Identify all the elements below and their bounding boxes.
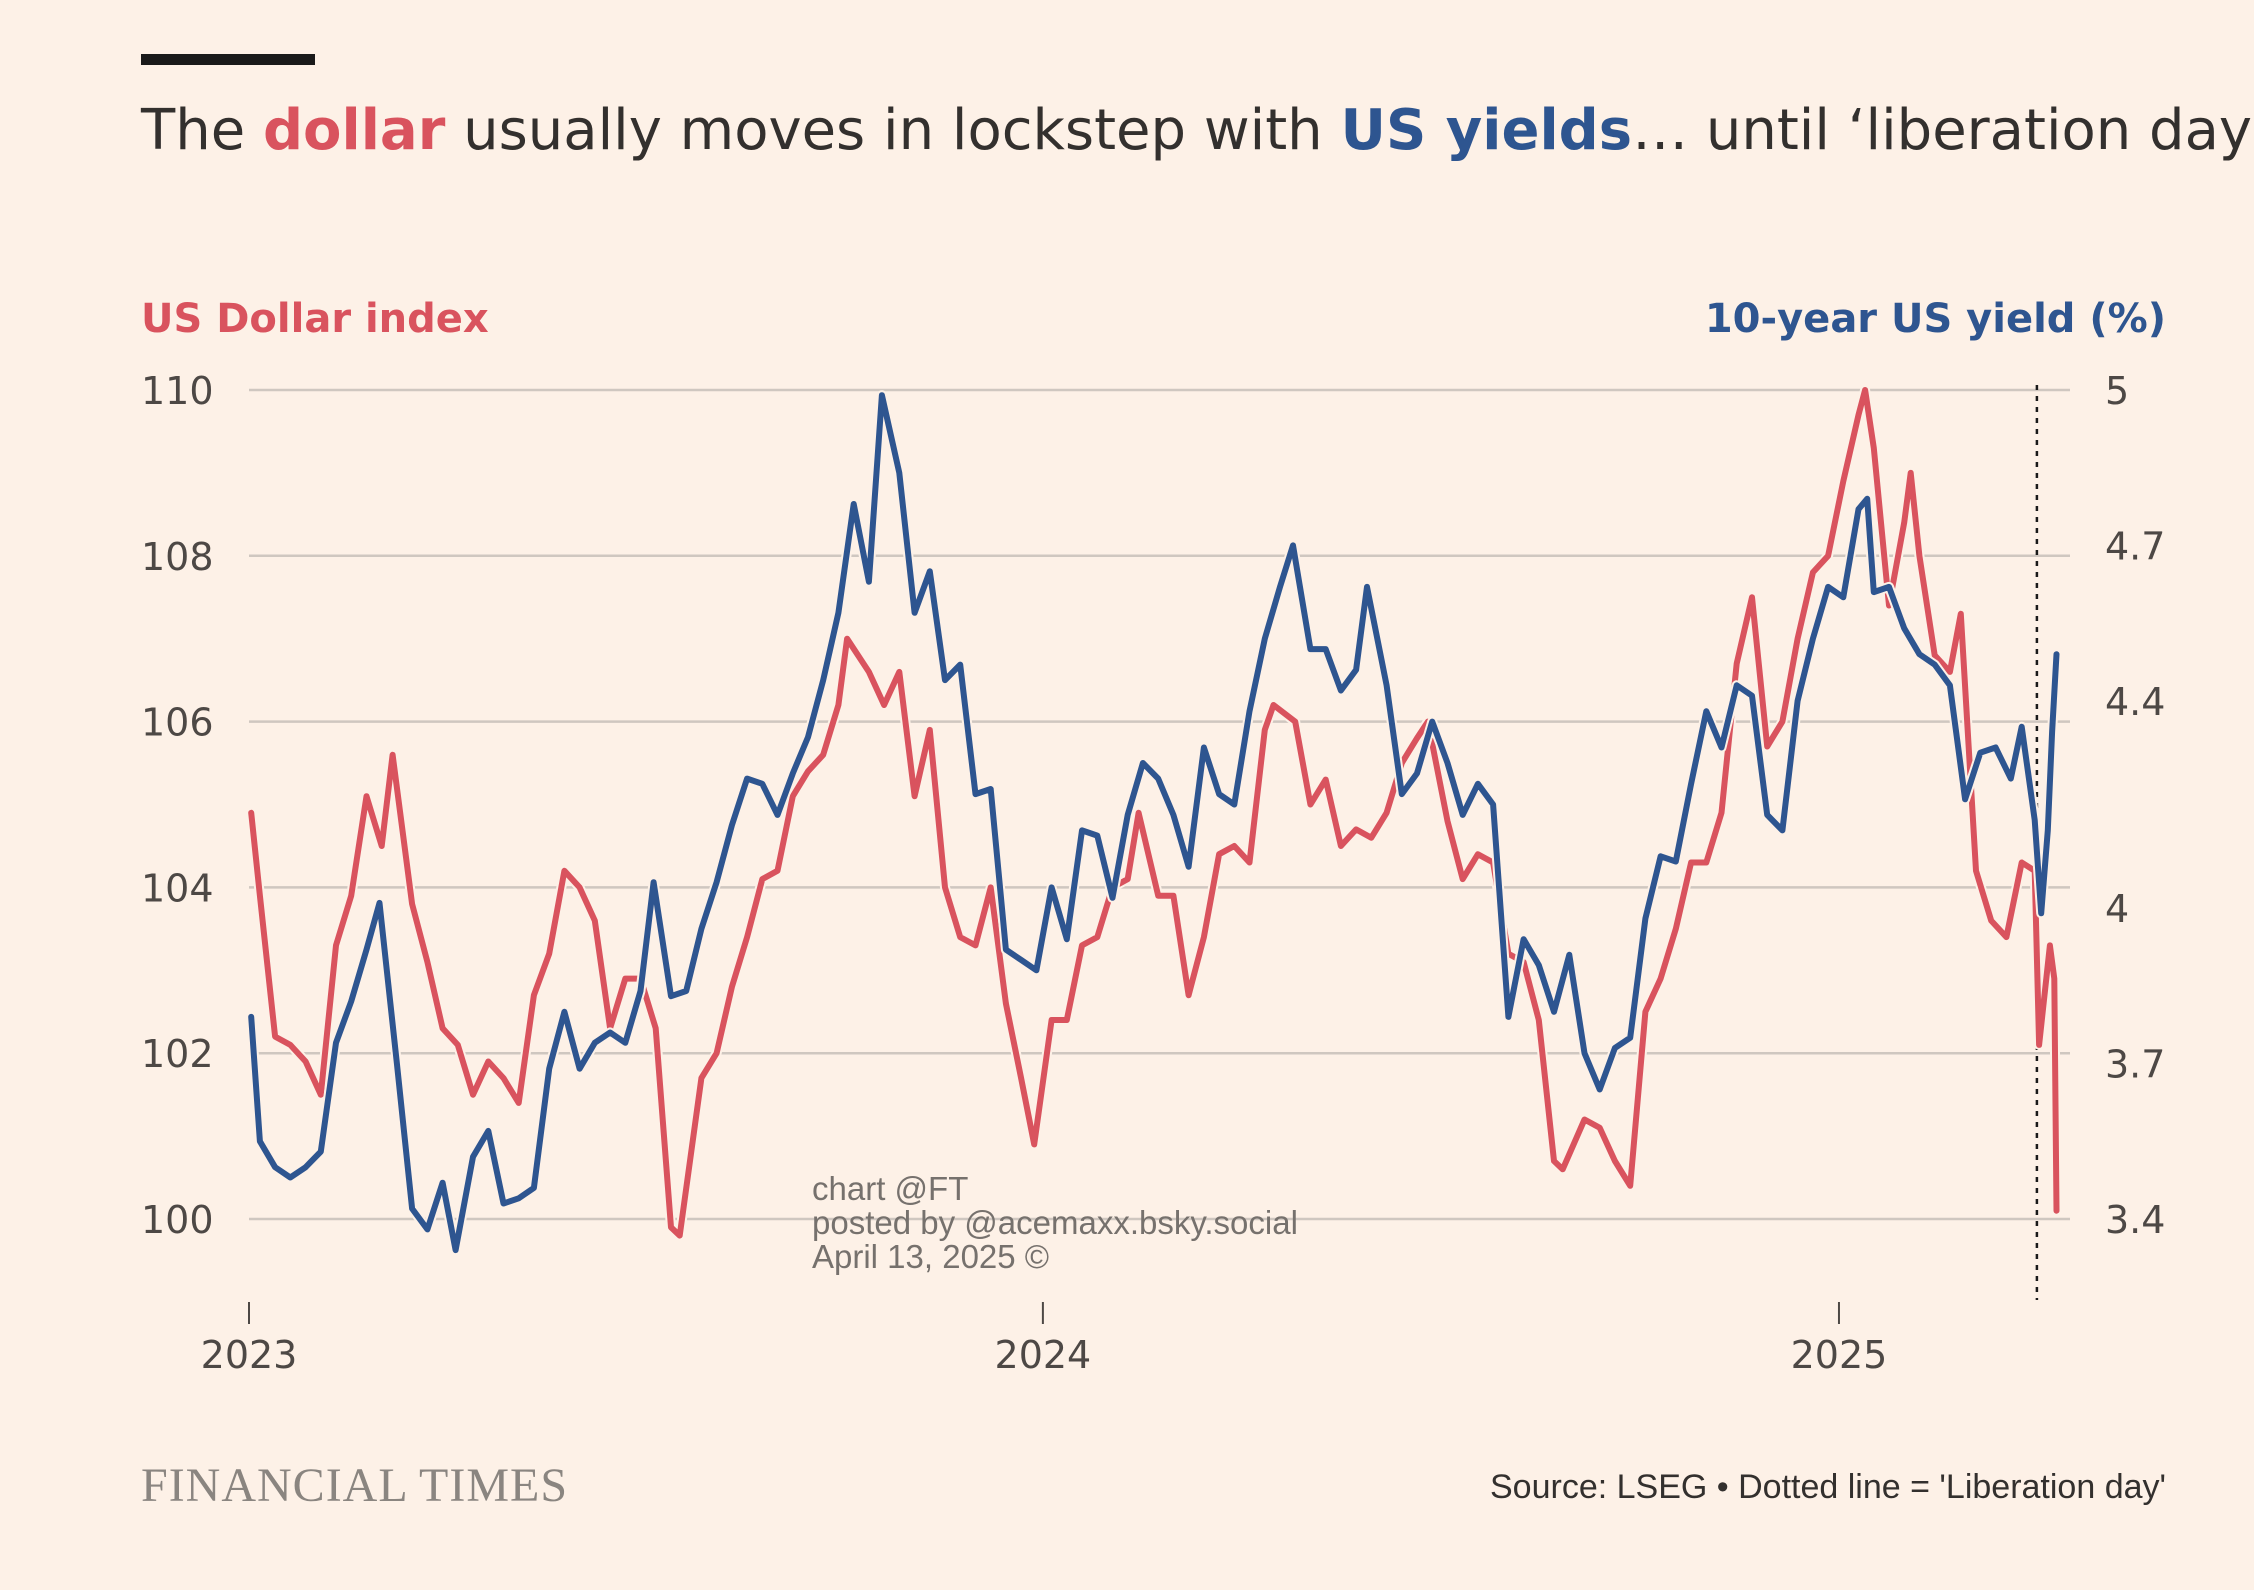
title-accent-rule [141, 54, 315, 65]
source-note: Source: LSEG • Dotted line = 'Liberation… [1490, 1468, 2166, 1506]
x-tick-label: 2025 [1791, 1333, 1888, 1377]
title-text-pre: The [141, 98, 263, 163]
y-right-tick-label: 4.4 [2105, 680, 2165, 724]
x-tick-label: 2023 [201, 1333, 298, 1377]
y-right-tick-label: 3.4 [2105, 1198, 2165, 1242]
title-text-mid: usually moves in lockstep with [445, 98, 1341, 163]
y-right-tick-label: 4.7 [2105, 524, 2165, 568]
y-right-tick-label: 3.7 [2105, 1043, 2165, 1087]
y-left-tick-label: 102 [141, 1032, 214, 1076]
y-left-tick-label: 100 [141, 1198, 214, 1242]
x-tick-label: 2024 [995, 1333, 1092, 1377]
title-dollar-highlight: dollar [262, 98, 446, 163]
us-yield-line [248, 392, 2060, 1254]
y-left-tick-label: 106 [141, 701, 214, 745]
title-text-post: … until ‘liberation day’ [1632, 98, 2254, 163]
y-right-tick-label: 4 [2105, 887, 2129, 931]
watermark-line-1: chart @FT [812, 1170, 969, 1207]
y-left-tick-label: 110 [141, 369, 214, 413]
watermark-line-3: April 13, 2025 © [812, 1238, 1050, 1275]
title-yields-highlight: US yields [1340, 98, 1633, 163]
y-right-tick-label: 5 [2105, 369, 2129, 413]
left-axis-title: US Dollar index [141, 296, 489, 342]
chart-title: The dollar usually moves in lockstep wit… [141, 98, 2254, 163]
watermark-line-2: posted by @acemaxx.bsky.social [812, 1204, 1298, 1241]
watermark: chart @FT posted by @acemaxx.bsky.social… [812, 1172, 1298, 1274]
ft-logo: FINANCIAL TIMES [141, 1459, 569, 1512]
y-left-tick-label: 108 [141, 535, 214, 579]
right-axis-title: 10-year US yield (%) [1704, 296, 2166, 342]
y-left-tick-label: 104 [141, 866, 214, 910]
dollar-index-line [248, 387, 2060, 1239]
